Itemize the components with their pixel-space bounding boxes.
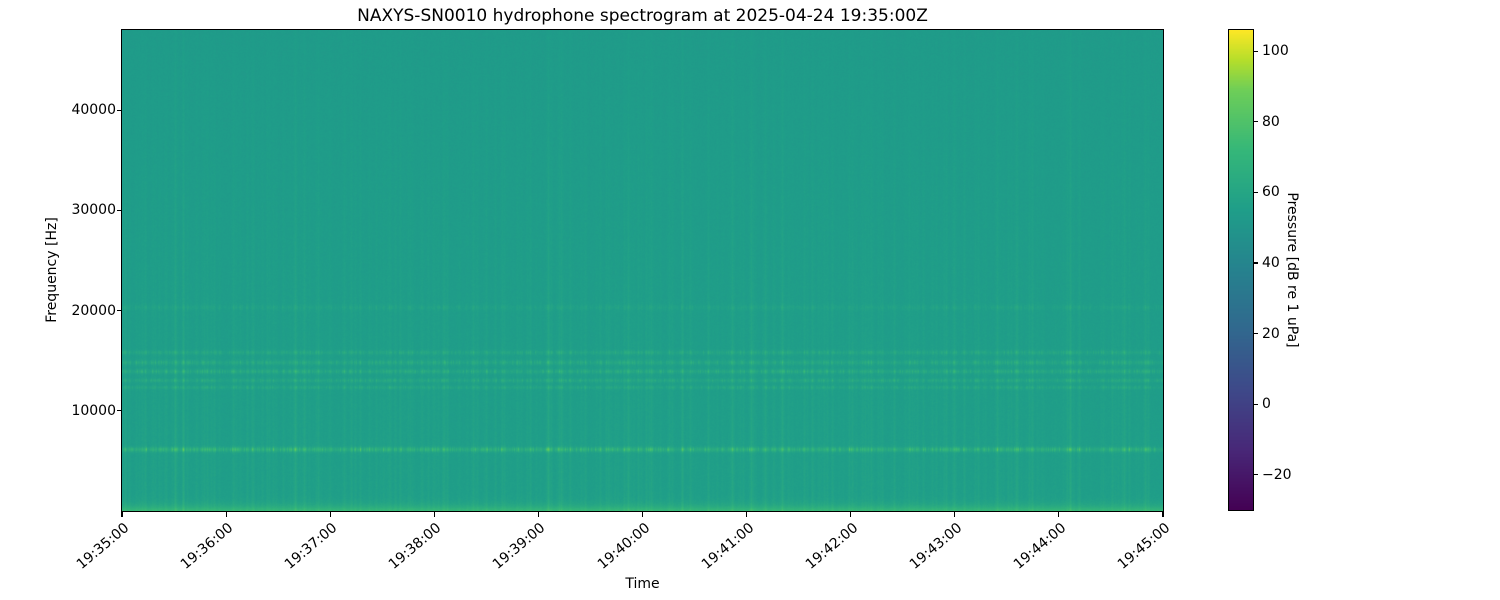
colorbar-tick-mark <box>1254 191 1258 193</box>
colorbar-label: Pressure [dB re 1 uPa] <box>1284 192 1300 348</box>
colorbar-tick-mark <box>1254 332 1258 335</box>
x-tick-mark <box>641 512 644 517</box>
x-tick-mark <box>746 512 748 517</box>
x-tick-label: 19:37:00 <box>282 520 341 573</box>
y-tick-label: 20000 <box>71 302 116 319</box>
colorbar-tick-label: −20 <box>1262 466 1292 483</box>
x-tick-mark <box>850 512 852 517</box>
colorbar-tick-mark <box>1254 121 1258 123</box>
x-tick-label: 19:39:00 <box>490 520 549 573</box>
x-tick-mark <box>225 512 227 517</box>
colorbar-tick-label: 0 <box>1262 396 1271 413</box>
y-tick-mark <box>117 309 122 312</box>
y-tick-label: 10000 <box>71 402 116 419</box>
x-tick-mark <box>121 512 123 517</box>
x-tick-label: 19:40:00 <box>594 520 653 573</box>
colorbar-tick-label: 60 <box>1262 184 1280 201</box>
plot-area <box>121 29 1164 512</box>
x-tick-label: 19:38:00 <box>386 520 445 573</box>
x-tick-label: 19:42:00 <box>802 520 861 573</box>
colorbar-tick-label: 100 <box>1262 43 1289 60</box>
chart-title: NAXYS-SN0010 hydrophone spectrogram at 2… <box>357 6 928 26</box>
x-tick-label: 19:45:00 <box>1114 520 1174 573</box>
colorbar-tick-mark <box>1254 403 1258 405</box>
y-tick-label: 30000 <box>71 202 116 219</box>
x-tick-label: 19:43:00 <box>906 520 966 573</box>
x-tick-label: 19:36:00 <box>177 520 237 573</box>
colorbar-tick-label: 20 <box>1262 325 1280 342</box>
y-tick-mark <box>117 109 122 111</box>
x-axis-label: Time <box>625 576 660 592</box>
x-tick-label: 19:35:00 <box>73 520 133 573</box>
x-tick-mark <box>954 512 956 517</box>
x-tick-mark <box>433 512 435 517</box>
y-tick-mark <box>117 209 122 211</box>
colorbar-tick-mark <box>1254 50 1258 52</box>
x-tick-mark <box>329 512 331 517</box>
colorbar-tick-label: 80 <box>1262 113 1280 130</box>
x-tick-mark <box>537 512 539 517</box>
spectrogram-image <box>122 30 1163 511</box>
x-tick-mark <box>1058 512 1060 517</box>
colorbar-tick-label: 40 <box>1262 254 1280 271</box>
y-tick-mark <box>117 410 122 412</box>
x-tick-label: 19:41:00 <box>698 520 757 573</box>
colorbar <box>1228 29 1254 511</box>
y-tick-label: 40000 <box>71 102 116 119</box>
colorbar-gradient <box>1229 30 1253 510</box>
x-tick-mark <box>1162 512 1164 517</box>
colorbar-tick-mark <box>1254 262 1258 264</box>
x-tick-label: 19:44:00 <box>1010 520 1070 573</box>
colorbar-tick-mark <box>1254 474 1258 476</box>
